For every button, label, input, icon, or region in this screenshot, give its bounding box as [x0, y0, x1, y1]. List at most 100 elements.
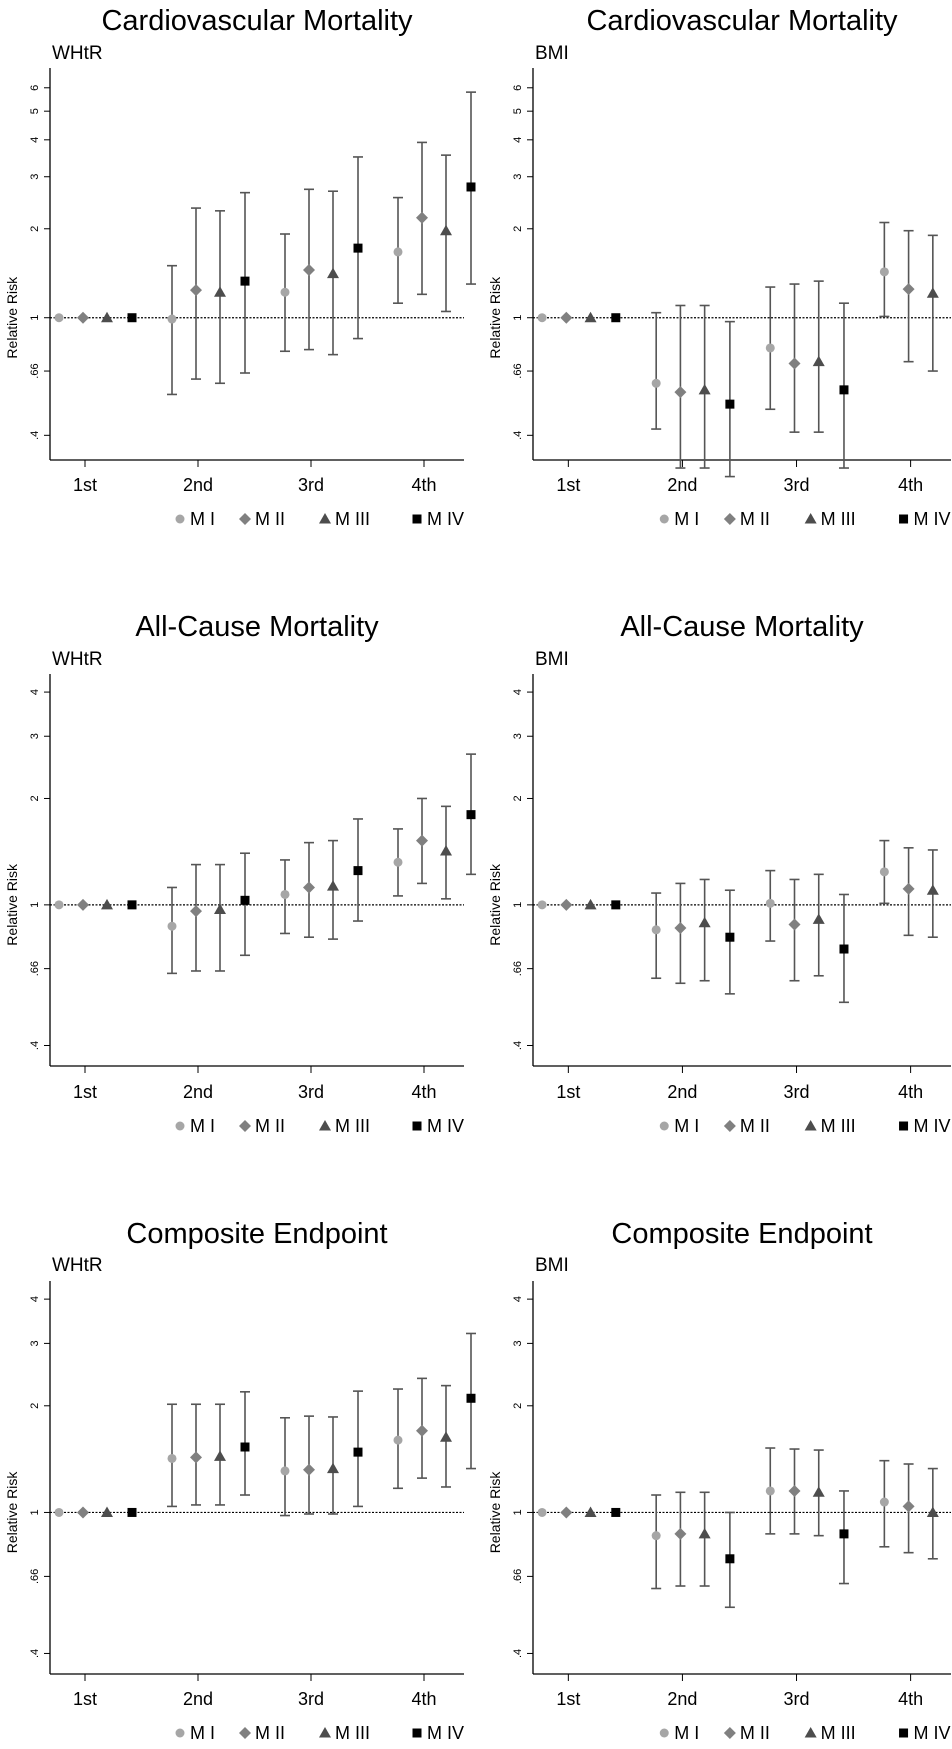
x-tick-label: 2nd: [183, 1082, 213, 1102]
data-point: [393, 247, 403, 257]
data-point: [466, 182, 476, 192]
y-tick-label: .4: [512, 431, 524, 440]
data-point: [466, 810, 476, 820]
x-tick-label: 2nd: [183, 475, 213, 495]
legend-label: M IV: [427, 1116, 464, 1136]
series-3: [101, 1384, 452, 1517]
y-tick-label: 4: [29, 689, 41, 695]
legend-marker: [239, 513, 251, 525]
data-point: [560, 898, 573, 911]
y-tick-label: .66: [29, 961, 41, 976]
chart-subtitle: BMI: [535, 43, 569, 64]
y-tick-label: .4: [29, 1041, 41, 1050]
data-point: [926, 884, 939, 895]
data-point: [54, 900, 64, 910]
legend-marker: [659, 1121, 669, 1131]
series-2: [77, 797, 428, 972]
data-point: [466, 1393, 476, 1403]
data-point: [353, 243, 363, 253]
data-point: [537, 313, 547, 323]
series-4: [611, 302, 849, 478]
legend-label: M I: [674, 1723, 699, 1743]
y-axis-label: Relative Risk: [487, 863, 503, 946]
legend-label: M IV: [427, 1723, 464, 1743]
y-tick-label: 3: [29, 733, 41, 739]
legend-label: M III: [335, 509, 370, 529]
data-point: [584, 898, 597, 910]
chart-panel-5: Composite Endpoint WHtR Relative Risk .4 .66…: [4, 1218, 476, 1743]
x-tick-label: 3rd: [298, 1689, 324, 1709]
data-point: [879, 867, 889, 877]
data-point: [54, 313, 64, 323]
y-tick-label: 1: [512, 902, 524, 908]
data-point: [839, 1529, 849, 1539]
y-tick-label: 6: [29, 85, 41, 91]
y-tick-label: 3: [512, 174, 524, 180]
y-tick-label: 1: [29, 315, 41, 321]
x-tick-label: 1st: [73, 1082, 97, 1102]
series-1: [54, 196, 403, 396]
data-point: [77, 898, 89, 911]
legend-marker: [659, 1728, 669, 1738]
data-point: [879, 1497, 889, 1507]
series-2: [560, 847, 915, 985]
x-tick-label: 3rd: [784, 1082, 810, 1102]
legend-marker: [804, 513, 817, 524]
y-tick-label: 4: [512, 1296, 524, 1302]
legend-label: M III: [821, 1723, 856, 1743]
legend-label: M III: [821, 509, 856, 529]
y-tick-label: .66: [29, 363, 41, 378]
x-tick-label: 1st: [556, 1689, 580, 1709]
data-point: [725, 399, 735, 409]
legend-label: M I: [190, 1723, 215, 1743]
y-tick-label: 3: [512, 1340, 524, 1346]
x-tick-label: 3rd: [784, 1689, 810, 1709]
data-point: [101, 1506, 113, 1517]
data-point: [327, 267, 339, 279]
legend-marker: [723, 1727, 736, 1739]
y-axis-label: Relative Risk: [4, 1471, 20, 1554]
data-point: [537, 1507, 547, 1517]
data-point: [214, 903, 226, 915]
data-point: [788, 918, 801, 931]
chart-title: All-Cause Mortality: [620, 611, 864, 643]
y-tick-label: 3: [29, 174, 41, 180]
series-3: [584, 234, 939, 469]
legend-marker: [899, 1121, 909, 1131]
data-point: [101, 898, 113, 910]
legend-label: M III: [335, 1116, 370, 1136]
legend-label: M II: [740, 1116, 770, 1136]
legend-marker: [239, 1120, 251, 1132]
series-2: [560, 1448, 915, 1587]
data-point: [698, 383, 711, 395]
x-tick-label: 1st: [73, 475, 97, 495]
data-point: [54, 1507, 64, 1517]
legend-label: M II: [255, 1116, 285, 1136]
data-point: [167, 921, 177, 931]
data-point: [353, 866, 363, 876]
x-tick-label: 4th: [411, 475, 436, 495]
data-point: [560, 1506, 573, 1519]
data-point: [788, 1484, 801, 1497]
data-point: [926, 287, 939, 298]
data-point: [280, 1466, 290, 1476]
data-point: [353, 1447, 363, 1457]
legend-marker: [899, 514, 909, 524]
data-point: [327, 1462, 339, 1474]
data-point: [393, 1435, 403, 1445]
legend-marker: [412, 514, 422, 524]
y-tick-label: 4: [512, 137, 524, 143]
legend-marker: [412, 1121, 422, 1131]
data-point: [812, 913, 825, 924]
data-point: [303, 881, 315, 894]
data-point: [416, 834, 428, 847]
data-point: [416, 211, 428, 224]
x-tick-label: 4th: [411, 1689, 436, 1709]
chart-panel-2: Cardiovascular Mortality BMI Relative Risk…: [487, 5, 951, 529]
legend-label: M I: [190, 1116, 215, 1136]
data-point: [167, 1453, 177, 1463]
chart-panel-3: All-Cause Mortality WHtR Relative Risk .4 .6…: [4, 611, 476, 1136]
data-point: [127, 1507, 137, 1517]
data-point: [127, 313, 137, 323]
